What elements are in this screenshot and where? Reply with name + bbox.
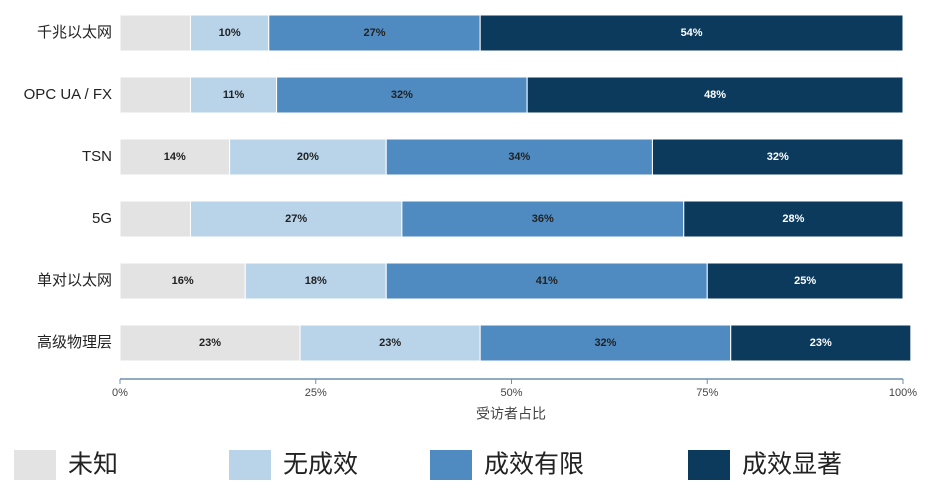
bar-segment <box>479 324 732 362</box>
value-label: 36% <box>532 213 554 225</box>
bar-segment <box>119 324 301 362</box>
value-label: 48% <box>704 89 726 101</box>
bar-segment <box>268 14 481 52</box>
x-tick-label: 100% <box>889 387 917 399</box>
value-label: 23% <box>810 337 832 349</box>
value-label: 28% <box>782 213 804 225</box>
bar-segment <box>526 76 904 114</box>
bar-segment <box>119 138 231 176</box>
bar-segment <box>229 138 387 176</box>
bar-segment <box>119 76 191 114</box>
bar-segment <box>189 14 270 52</box>
x-tick-label: 25% <box>305 387 327 399</box>
legend-swatch <box>14 450 56 480</box>
value-label: 54% <box>681 27 703 39</box>
bar-segment <box>385 138 653 176</box>
value-label: 23% <box>199 337 221 349</box>
bar-segment <box>706 262 904 300</box>
bar-segment <box>119 262 246 300</box>
x-tick-label: 50% <box>500 387 522 399</box>
legend-label: 未知 <box>68 451 118 479</box>
value-label: 32% <box>767 151 789 163</box>
legend-label: 成效显著 <box>742 451 842 479</box>
legend-label: 成效有限 <box>484 451 584 479</box>
bar-segment <box>385 262 708 300</box>
bar-segment <box>299 324 481 362</box>
bar-segment <box>401 200 685 238</box>
bar-segment <box>683 200 904 238</box>
legend-swatch <box>688 450 730 480</box>
value-label: 10% <box>219 27 241 39</box>
y-tick-label: 高级物理层 <box>37 334 112 351</box>
y-tick-label: TSN <box>82 148 112 165</box>
y-tick-label: 单对以太网 <box>37 272 112 289</box>
legend-label: 无成效 <box>283 451 358 479</box>
y-tick-label: 5G <box>92 210 112 227</box>
value-label: 27% <box>363 27 385 39</box>
legend-swatch <box>229 450 271 480</box>
x-tick-label: 75% <box>696 387 718 399</box>
bar-segment <box>119 14 191 52</box>
value-label: 32% <box>391 89 413 101</box>
value-label: 41% <box>536 275 558 287</box>
value-label: 18% <box>305 275 327 287</box>
value-label: 34% <box>508 151 530 163</box>
value-label: 23% <box>379 337 401 349</box>
x-tick-label: 0% <box>112 387 128 399</box>
value-label: 20% <box>297 151 319 163</box>
value-label: 25% <box>794 275 816 287</box>
bar-segment <box>479 14 904 52</box>
bar-segment <box>730 324 912 362</box>
value-label: 27% <box>285 213 307 225</box>
x-axis-title: 受访者占比 <box>476 406 546 422</box>
y-tick-label: OPC UA / FX <box>24 86 112 103</box>
value-label: 16% <box>172 275 194 287</box>
value-label: 14% <box>164 151 186 163</box>
legend-swatch <box>430 450 472 480</box>
bar-segment <box>276 76 528 114</box>
value-label: 11% <box>223 89 245 101</box>
bar-segment <box>119 200 191 238</box>
y-tick-label: 千兆以太网 <box>37 24 112 41</box>
value-label: 32% <box>594 337 616 349</box>
bar-segment <box>651 138 904 176</box>
